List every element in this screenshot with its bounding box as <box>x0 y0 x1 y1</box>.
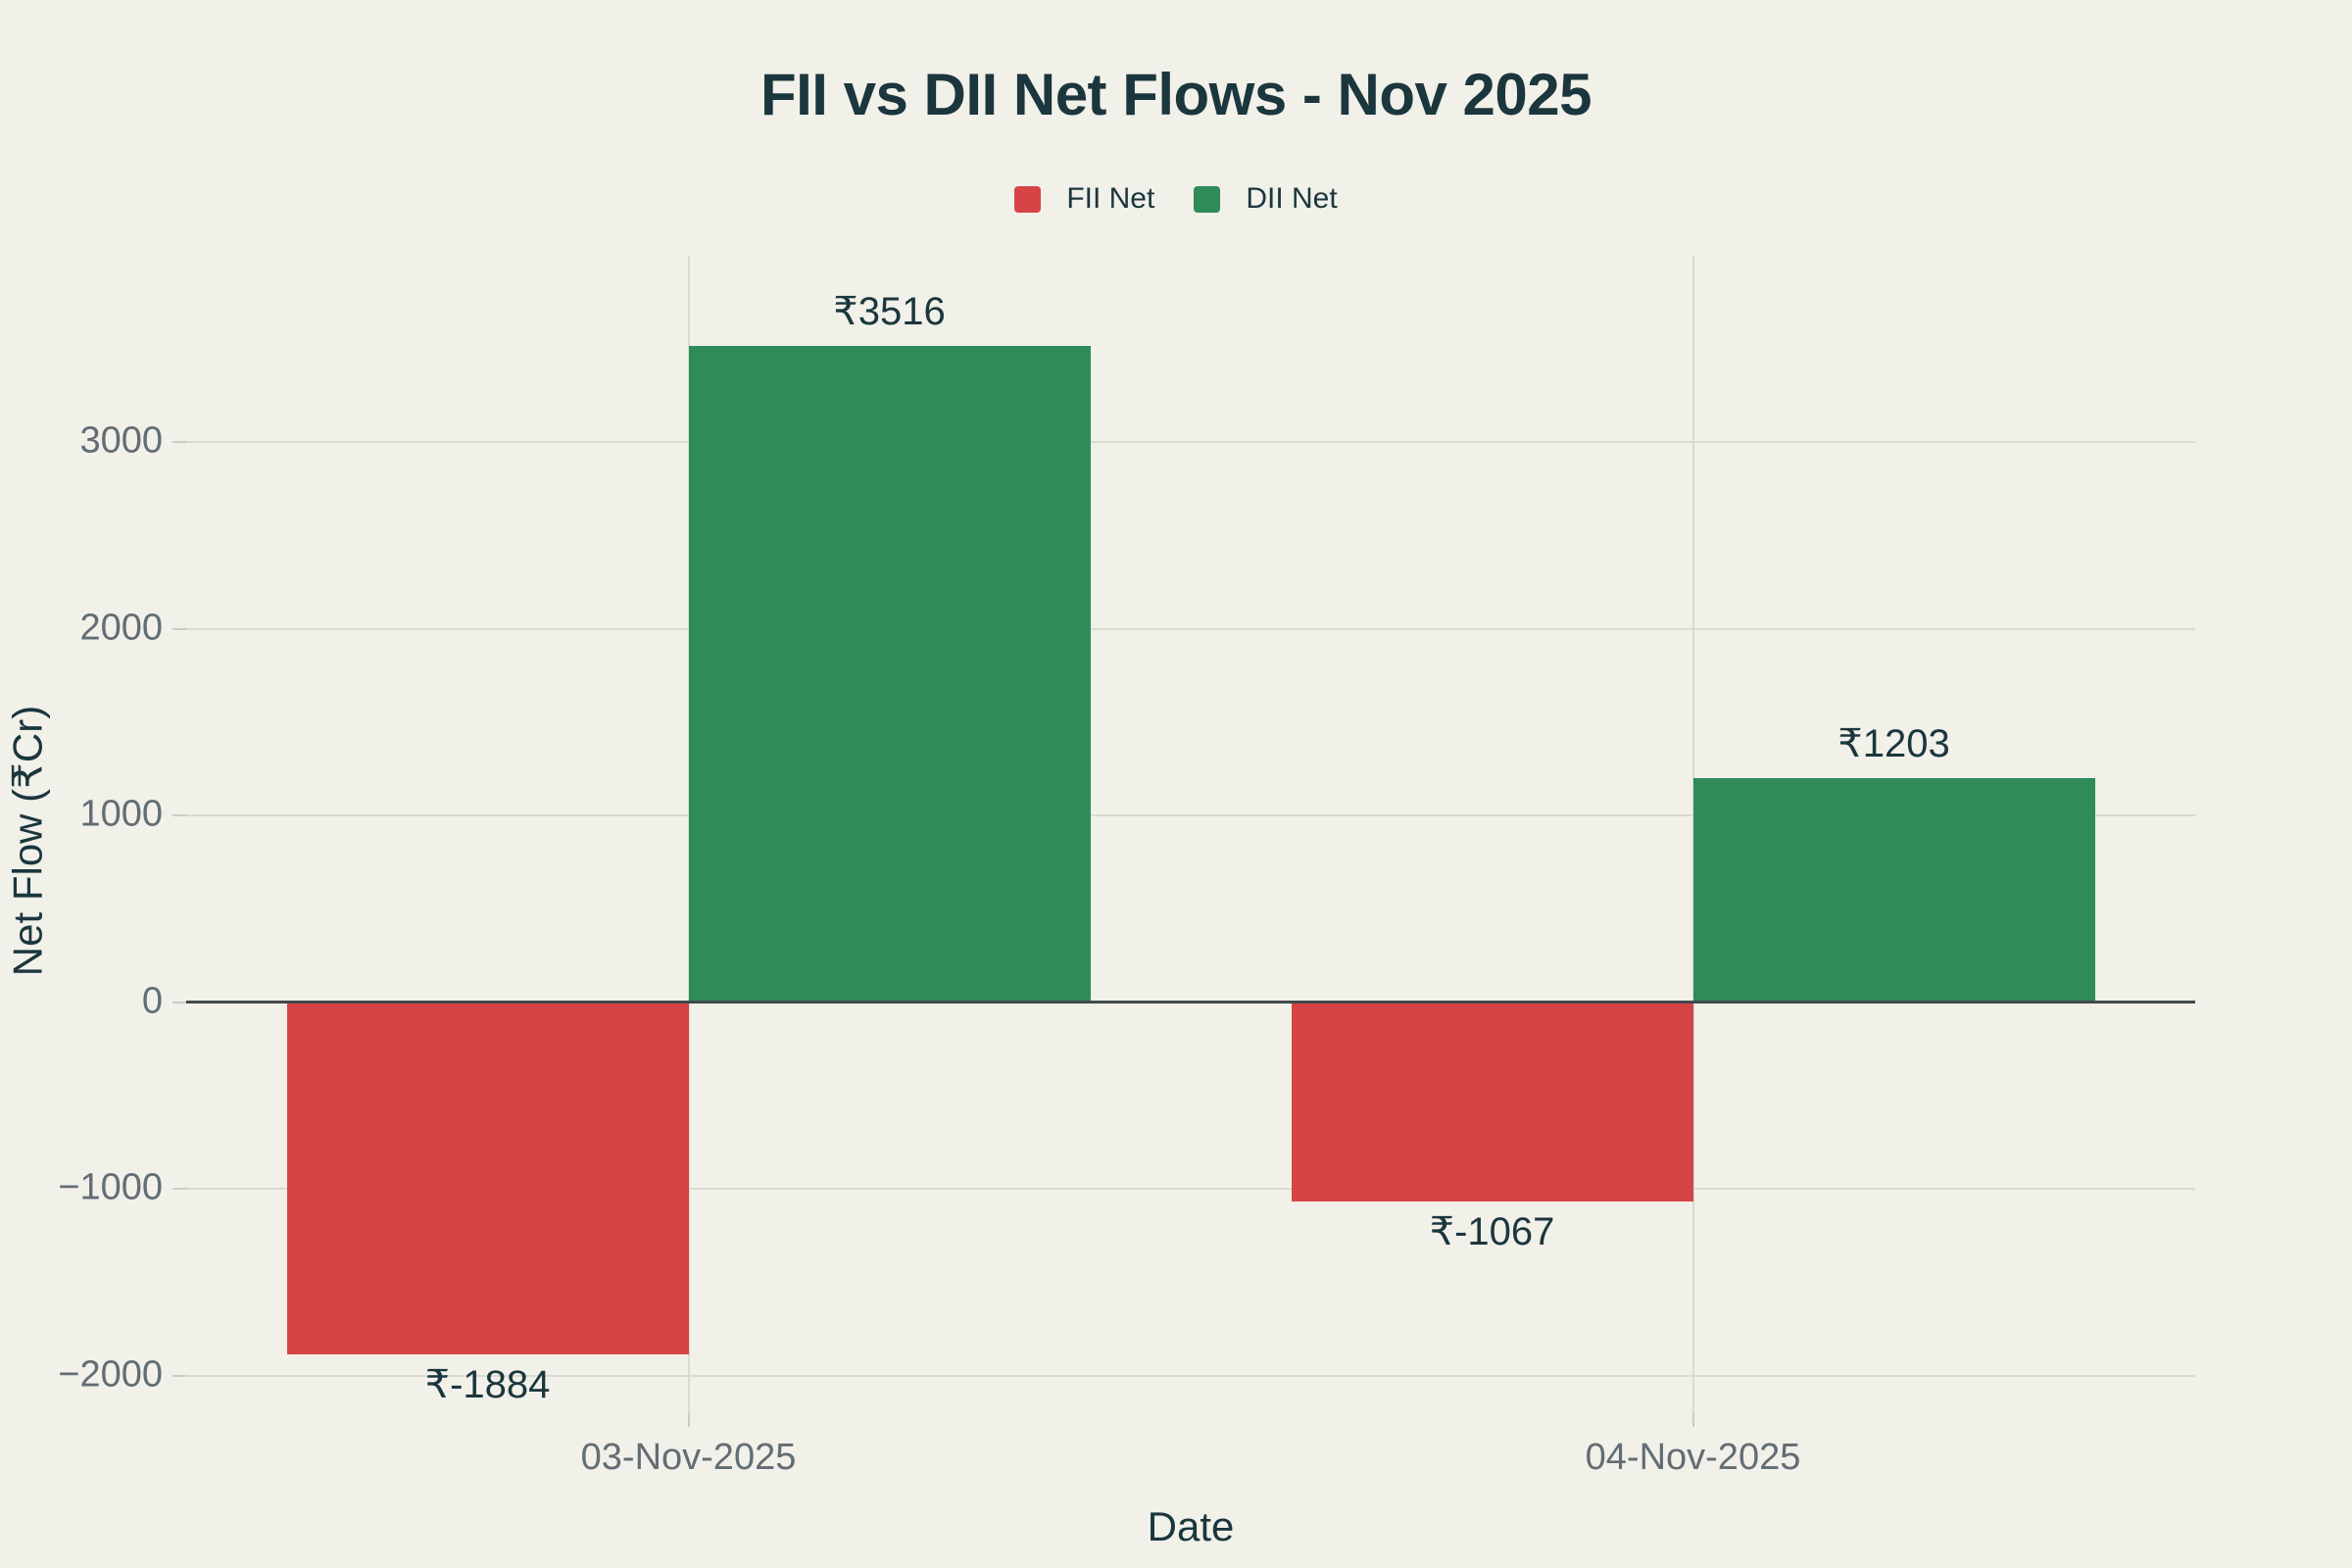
legend-item-fii-net[interactable]: FII Net <box>1014 182 1154 216</box>
y-tick-label: −2000 <box>58 1353 163 1396</box>
bar-value-label: ₹-1884 <box>424 1362 551 1406</box>
gridline-y-−1000 <box>186 1188 2195 1191</box>
bar-dii-net-03-nov-2025[interactable] <box>688 346 1091 1003</box>
bar-dii-net-04-nov-2025[interactable] <box>1692 777 2095 1003</box>
x-tick-mark <box>1691 1413 1694 1427</box>
legend-item-label: DII Net <box>1246 182 1338 215</box>
bar-value-label: ₹-1067 <box>1429 1210 1555 1254</box>
y-tick-label: −1000 <box>58 1167 163 1209</box>
bar-fii-net-03-nov-2025[interactable] <box>286 1002 689 1354</box>
gridline-y-−2000 <box>186 1374 2195 1377</box>
y-tick-mark <box>172 1374 186 1377</box>
y-tick-label: 3000 <box>79 420 163 463</box>
legend-swatch-icon <box>1014 185 1042 213</box>
bar-value-label: ₹3516 <box>833 290 946 334</box>
gridline-y-3000 <box>186 441 2195 444</box>
x-tick-label: 04-Nov-2025 <box>1585 1437 1801 1478</box>
y-tick-label: 1000 <box>79 794 163 836</box>
y-tick-mark <box>172 814 186 817</box>
x-tick-mark <box>687 1413 690 1427</box>
y-tick-mark <box>172 1001 186 1004</box>
y-tick-mark <box>172 1188 186 1191</box>
plot-area: 3000 2000 1000 0 −1000 −2000 03-Nov-2025 04-Nov… <box>58 256 2195 1478</box>
legend-item-label: FII Net <box>1066 182 1155 215</box>
gridline-y-1000 <box>186 814 2195 817</box>
y-tick-mark <box>172 627 186 630</box>
y-axis-title: Net Flow (₹Cr) <box>4 705 51 977</box>
x-tick-label: 03-Nov-2025 <box>580 1437 797 1478</box>
legend: FII Net DII Net <box>0 182 2352 216</box>
y-tick-label: 0 <box>141 980 163 1022</box>
x-axis-title: Date <box>1147 1503 1235 1549</box>
legend-item-dii-net[interactable]: DII Net <box>1194 182 1338 216</box>
gridline-y-2000 <box>186 627 2195 630</box>
y-tick-mark <box>172 441 186 444</box>
bar-value-label: ₹1203 <box>1838 721 1950 765</box>
bar-fii-net-04-nov-2025[interactable] <box>1291 1002 1693 1202</box>
zero-axis-line <box>186 1001 2195 1004</box>
chart-title: FII vs DII Net Flows - Nov 2025 <box>760 62 1592 127</box>
legend-swatch-icon <box>1194 185 1221 213</box>
y-tick-label: 2000 <box>79 607 163 649</box>
